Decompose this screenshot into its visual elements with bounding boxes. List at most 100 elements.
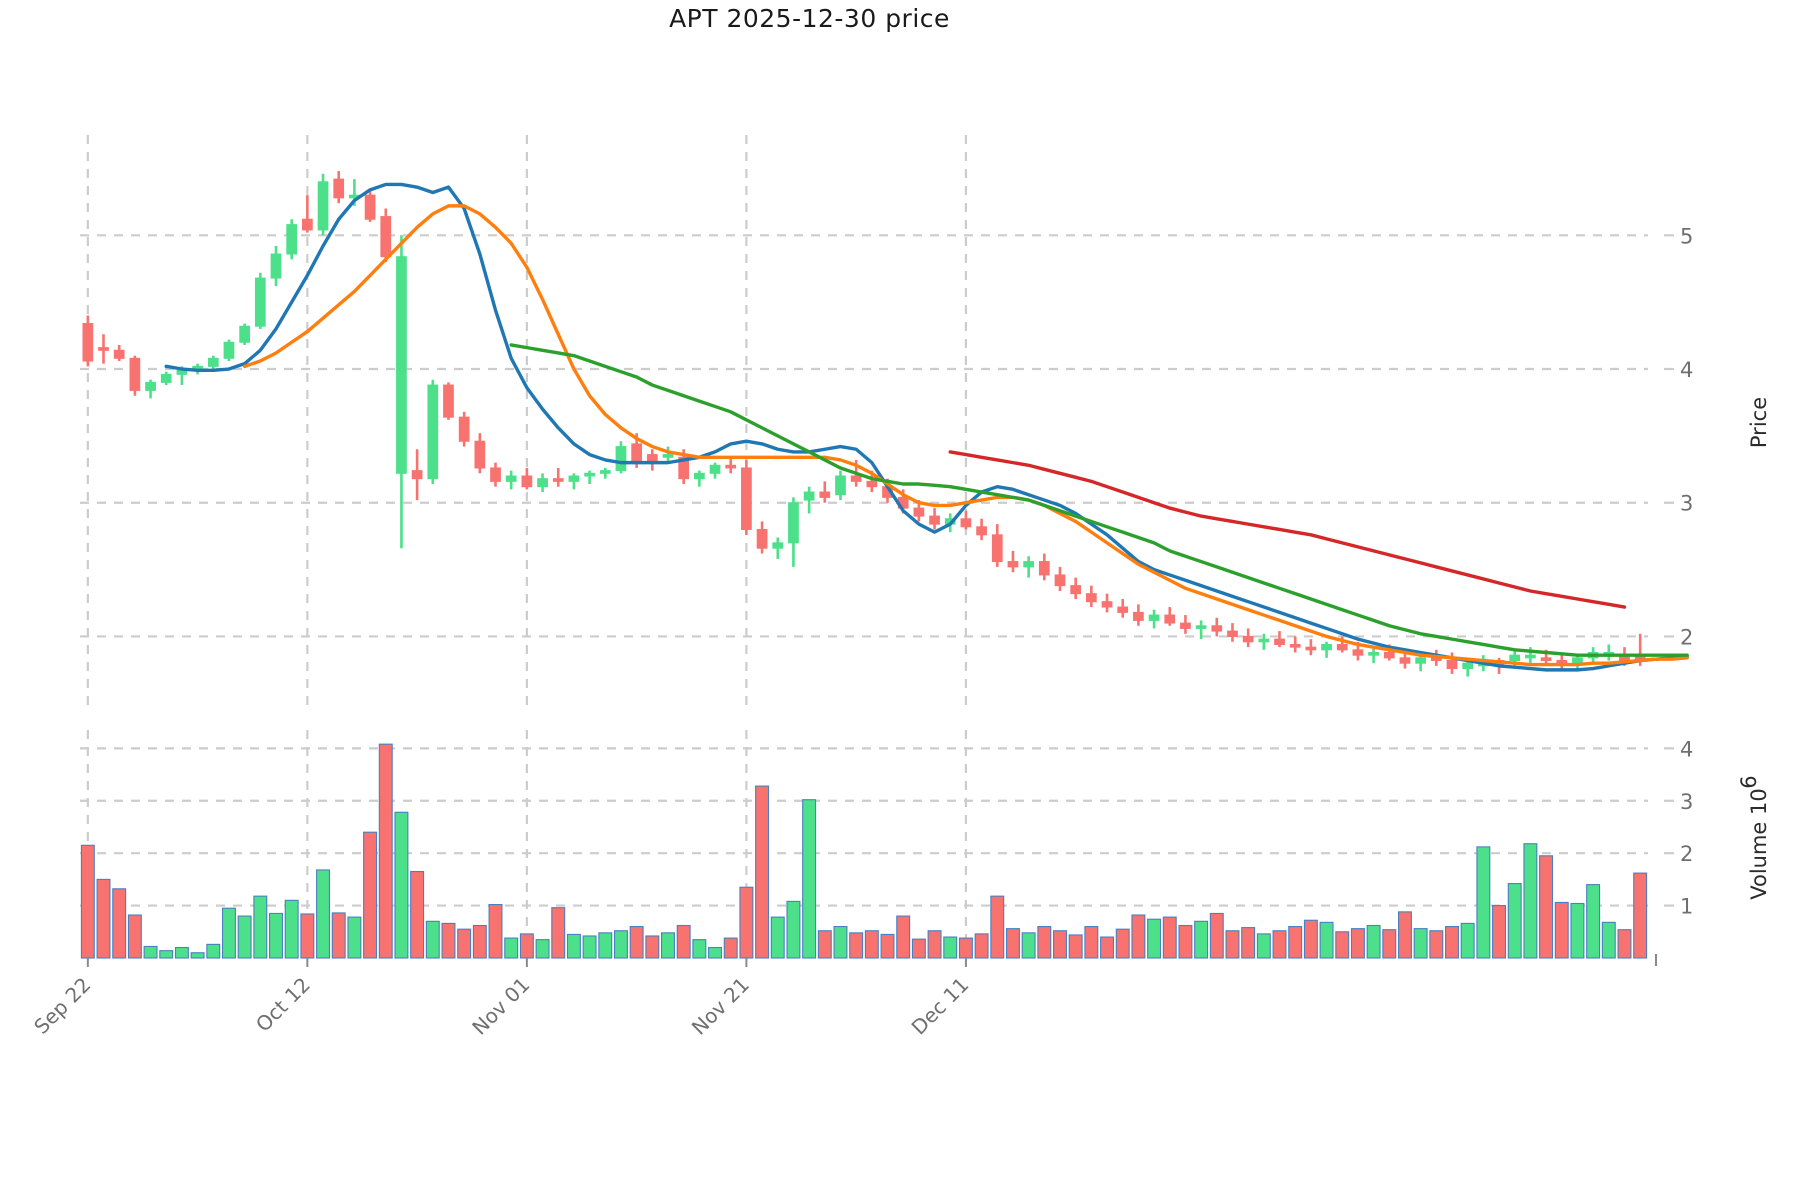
volume-bar <box>1429 930 1444 959</box>
candle-body <box>1556 660 1568 664</box>
candle-body <box>1070 585 1082 595</box>
candle-body <box>1007 561 1019 568</box>
volume-bar <box>425 920 440 959</box>
candle-body <box>1572 657 1583 664</box>
candle-body <box>113 349 125 359</box>
candle-body <box>1054 574 1066 587</box>
volume-bar <box>1100 936 1115 959</box>
candle-body <box>1509 654 1521 662</box>
volume-bar <box>504 937 519 959</box>
candle-body <box>1148 614 1160 621</box>
candle-body <box>239 325 251 343</box>
volume-bar <box>551 907 566 959</box>
volume-bar <box>127 914 142 959</box>
candle-body <box>223 341 235 359</box>
candle-body <box>1540 657 1552 662</box>
volume-tick-label: 4 <box>1680 737 1693 761</box>
candle-body <box>741 467 752 530</box>
volume-bar <box>582 935 597 959</box>
volume-bar <box>645 935 660 959</box>
candle-body <box>1399 657 1411 664</box>
candle-body <box>1211 625 1223 632</box>
ma-line-ma-mid <box>242 204 1689 667</box>
candle-body <box>333 178 345 199</box>
volume-bar <box>1366 924 1381 959</box>
ma-line-ma-short <box>164 182 1689 672</box>
volume-bar <box>613 930 628 959</box>
volume-bar <box>1131 914 1146 959</box>
volume-bar <box>1084 926 1099 959</box>
candle-body <box>98 347 109 351</box>
volume-axis-title: Volume 10 <box>1747 788 1771 900</box>
volume-bar <box>676 924 691 959</box>
candle-body <box>1133 611 1144 621</box>
volume-bar <box>1178 924 1193 959</box>
volume-bar <box>911 938 926 959</box>
volume-bar <box>1445 926 1459 959</box>
candle-body <box>537 478 548 488</box>
candle-body <box>615 446 627 472</box>
volume-bar <box>1397 911 1412 959</box>
ma-line-ma-extra-long <box>948 450 1627 609</box>
volume-bar <box>1256 933 1271 959</box>
volume-bar <box>284 899 299 959</box>
candle-body <box>521 475 533 488</box>
candle-body <box>866 480 878 488</box>
x-tick-label: Oct 12 <box>251 973 315 1037</box>
volume-bar <box>1633 872 1648 959</box>
candle-body <box>129 357 141 391</box>
price-tick-label: 2 <box>1680 625 1693 649</box>
volume-bar <box>1586 884 1601 959</box>
candle-body <box>1368 652 1379 656</box>
candle-body <box>380 216 392 258</box>
volume-bar <box>1241 927 1256 959</box>
volume-bar <box>990 895 1005 959</box>
candle-body <box>396 256 407 474</box>
x-tick-label: Dec 11 <box>907 973 974 1040</box>
volume-bar <box>96 878 111 959</box>
volume-bar <box>1288 926 1303 959</box>
volume-bar <box>316 869 331 959</box>
volume-bar <box>1272 930 1287 959</box>
candle-body <box>1383 652 1395 659</box>
volume-bar <box>1115 928 1130 959</box>
volume-bar <box>1068 934 1083 959</box>
volume-bar <box>974 933 989 959</box>
candle-body <box>788 502 799 544</box>
volume-bar <box>190 952 205 959</box>
candle-body <box>1101 601 1113 608</box>
volume-bar <box>1413 928 1428 959</box>
volume-bar <box>410 870 425 959</box>
volume-bar <box>1570 902 1585 959</box>
candle-body <box>1525 654 1536 659</box>
candle-body <box>1180 622 1191 629</box>
volume-bar <box>1601 921 1616 959</box>
candle-body <box>819 491 831 498</box>
volume-bar <box>723 937 738 959</box>
volume-bar <box>708 946 723 959</box>
volume-bar <box>253 895 268 959</box>
volume-bar <box>1523 843 1538 959</box>
volume-bar <box>331 912 346 959</box>
candle-body <box>976 526 987 536</box>
volume-axis-exponent: 6 <box>1737 775 1761 788</box>
volume-bar <box>1209 912 1224 959</box>
volume-bar <box>739 886 754 959</box>
volume-bar <box>347 916 362 959</box>
volume-bar <box>629 926 644 959</box>
volume-bar <box>457 928 472 959</box>
volume-bar <box>880 933 895 959</box>
volume-bar <box>1382 929 1397 959</box>
candle-body <box>1258 638 1270 643</box>
candle-body <box>160 373 172 383</box>
volume-tick-label: 2 <box>1680 842 1693 866</box>
volume-bar <box>472 924 487 959</box>
volume-bar <box>802 799 817 959</box>
candle-body <box>317 181 329 231</box>
candle-body <box>929 515 940 525</box>
candle-body <box>835 475 846 496</box>
volume-bar <box>755 785 770 959</box>
candle-body <box>474 440 486 469</box>
candle-body <box>678 456 690 480</box>
candle-body <box>631 443 643 464</box>
